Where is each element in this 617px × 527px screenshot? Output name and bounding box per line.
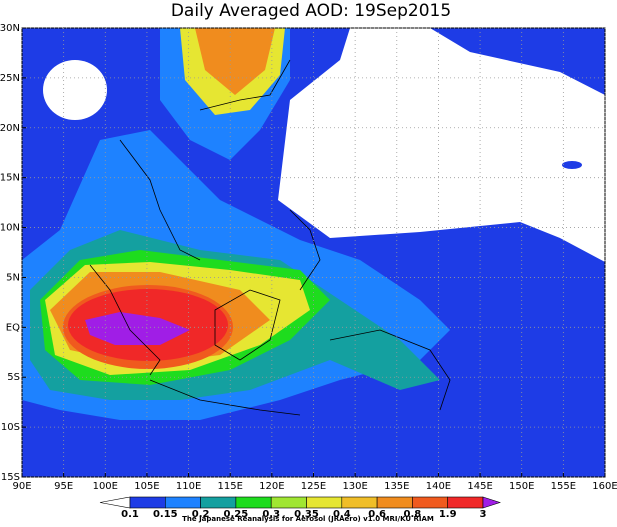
coastline	[289, 209, 321, 291]
x-tick-label: 130E	[342, 481, 367, 492]
colorbar-bin	[376, 496, 413, 509]
y-tick-label: 5S	[7, 372, 20, 383]
colorbar-bin	[306, 496, 343, 509]
y-tick-label: 10N	[0, 223, 20, 234]
aod-region	[85, 312, 190, 345]
colorbar-bin	[341, 496, 378, 509]
x-tick-label: 140E	[426, 481, 451, 492]
colorbar-label: 0.2	[192, 509, 210, 520]
y-tick-label: 15N	[0, 173, 20, 184]
x-tick-label: 145E	[467, 481, 492, 492]
coastline	[214, 289, 281, 361]
colorbar-bin	[165, 496, 201, 509]
map-title: Daily Averaged AOD: 19Sep2015	[171, 1, 451, 21]
x-tick-label: 90E	[12, 481, 31, 492]
colorbar-bin	[235, 496, 272, 509]
y-tick-label: 20N	[0, 123, 20, 134]
x-tick-label: 95E	[54, 481, 73, 492]
colorbar-bin	[200, 496, 237, 509]
colorbar-label: 0.15	[153, 509, 178, 520]
colorbar-bin	[129, 496, 166, 509]
colorbar-label: 1.9	[439, 509, 457, 520]
coastline	[119, 139, 201, 261]
coastline	[199, 59, 291, 111]
colorbar-label: 0.1	[121, 509, 139, 520]
colorbar-bin	[412, 496, 448, 509]
x-tick-label: 100E	[93, 481, 118, 492]
clear-region	[43, 60, 107, 120]
colorbar-under	[99, 496, 131, 509]
colorbar-label: 0.3	[262, 509, 280, 520]
coastline	[329, 329, 451, 411]
coastlines	[89, 59, 451, 416]
x-tick-label: 120E	[259, 481, 284, 492]
credit: The Japanese Reanalysis for Aerosol (JRA…	[182, 515, 434, 523]
y-tick-label: 10S	[1, 422, 20, 433]
aod-region	[562, 161, 582, 169]
coastline	[89, 264, 161, 376]
x-tick-label: 110E	[176, 481, 201, 492]
x-tick-label: 125E	[301, 481, 326, 492]
colorbar-label: 0.4	[333, 509, 351, 520]
y-tick-label: 25N	[0, 73, 20, 84]
y-tick-label: EQ	[6, 322, 20, 333]
y-tick-label: 30N	[0, 23, 20, 34]
colorbar-bin	[270, 496, 307, 509]
colorbar-label: 0.35	[294, 509, 319, 520]
x-tick-label: 150E	[509, 481, 534, 492]
colorbar-label: 3	[480, 509, 487, 520]
colorbar-label: 0.25	[224, 509, 249, 520]
x-tick-label: 135E	[384, 481, 409, 492]
aod-region	[430, 28, 605, 95]
colorbar-bin	[447, 496, 484, 509]
x-tick-label: 160E	[592, 481, 617, 492]
y-tick-label: 15S	[1, 472, 20, 483]
colorbar-label: 0.8	[404, 509, 422, 520]
y-tick-label: 5N	[6, 272, 20, 283]
x-tick-label: 115E	[218, 481, 243, 492]
colorbar-label: 0.6	[368, 509, 386, 520]
colorbar-over	[482, 496, 501, 509]
x-tick-label: 155E	[551, 481, 576, 492]
x-tick-label: 105E	[134, 481, 159, 492]
